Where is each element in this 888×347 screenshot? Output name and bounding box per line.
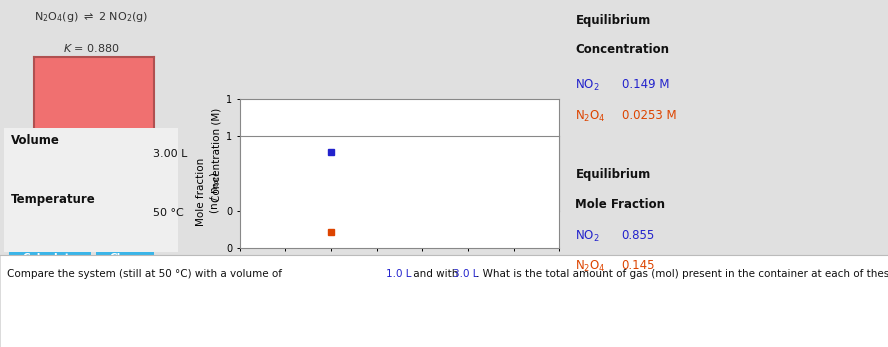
Text: N$_2$O$_4$: N$_2$O$_4$ <box>575 259 606 274</box>
Text: Equilibrium: Equilibrium <box>575 168 651 181</box>
Text: Mole Fraction: Mole Fraction <box>575 198 665 211</box>
FancyBboxPatch shape <box>99 149 115 170</box>
Bar <box>24 216 116 221</box>
Text: NO$_2$: NO$_2$ <box>575 229 600 244</box>
FancyBboxPatch shape <box>6 208 26 229</box>
FancyBboxPatch shape <box>115 149 134 170</box>
Text: ◄: ◄ <box>12 155 19 164</box>
Text: 0.145: 0.145 <box>622 259 655 271</box>
Text: Calculate: Calculate <box>23 253 77 263</box>
FancyBboxPatch shape <box>50 208 66 229</box>
Text: ►: ► <box>122 214 128 223</box>
Text: 1.0 L: 1.0 L <box>386 269 412 279</box>
Bar <box>24 157 116 162</box>
Text: 0.855: 0.855 <box>622 229 654 242</box>
Text: ◄: ◄ <box>12 214 19 223</box>
Text: Volume: Volume <box>11 134 59 146</box>
Y-axis label: Mole fraction
(n / n$_{tot}$): Mole fraction (n / n$_{tot}$) <box>196 158 222 226</box>
Y-axis label: Concentration (M): Concentration (M) <box>212 108 222 202</box>
Text: and with: and with <box>410 269 462 279</box>
FancyBboxPatch shape <box>6 149 26 170</box>
FancyBboxPatch shape <box>115 208 134 229</box>
Text: $\it{K}$ = 0.880: $\it{K}$ = 0.880 <box>63 42 120 54</box>
Text: ►: ► <box>122 155 128 164</box>
Text: Clear: Clear <box>109 253 140 263</box>
Text: 50 °C: 50 °C <box>153 209 184 218</box>
Text: 0.0253 M: 0.0253 M <box>622 109 677 122</box>
Text: . What is the total amount of gas (mol) present in the container at each of thes: . What is the total amount of gas (mol) … <box>476 269 888 279</box>
Text: 0.149 M: 0.149 M <box>622 78 669 91</box>
Text: Temperature: Temperature <box>11 193 95 205</box>
Text: 3.00 L: 3.00 L <box>153 150 187 159</box>
Text: Equilibrium: Equilibrium <box>575 14 651 27</box>
Text: Concentration: Concentration <box>575 43 670 56</box>
Text: 3.0 L: 3.0 L <box>453 269 479 279</box>
Text: NO$_2$: NO$_2$ <box>575 78 600 93</box>
Text: Compare the system (still at 50 °C) with a volume of: Compare the system (still at 50 °C) with… <box>7 269 285 279</box>
Text: N$_2$O$_4$: N$_2$O$_4$ <box>575 109 606 125</box>
Text: N$_2$O$_4$(g) $\rightleftharpoons$ 2 NO$_2$(g): N$_2$O$_4$(g) $\rightleftharpoons$ 2 NO$… <box>35 10 148 24</box>
X-axis label: Volume (L): Volume (L) <box>369 271 430 281</box>
